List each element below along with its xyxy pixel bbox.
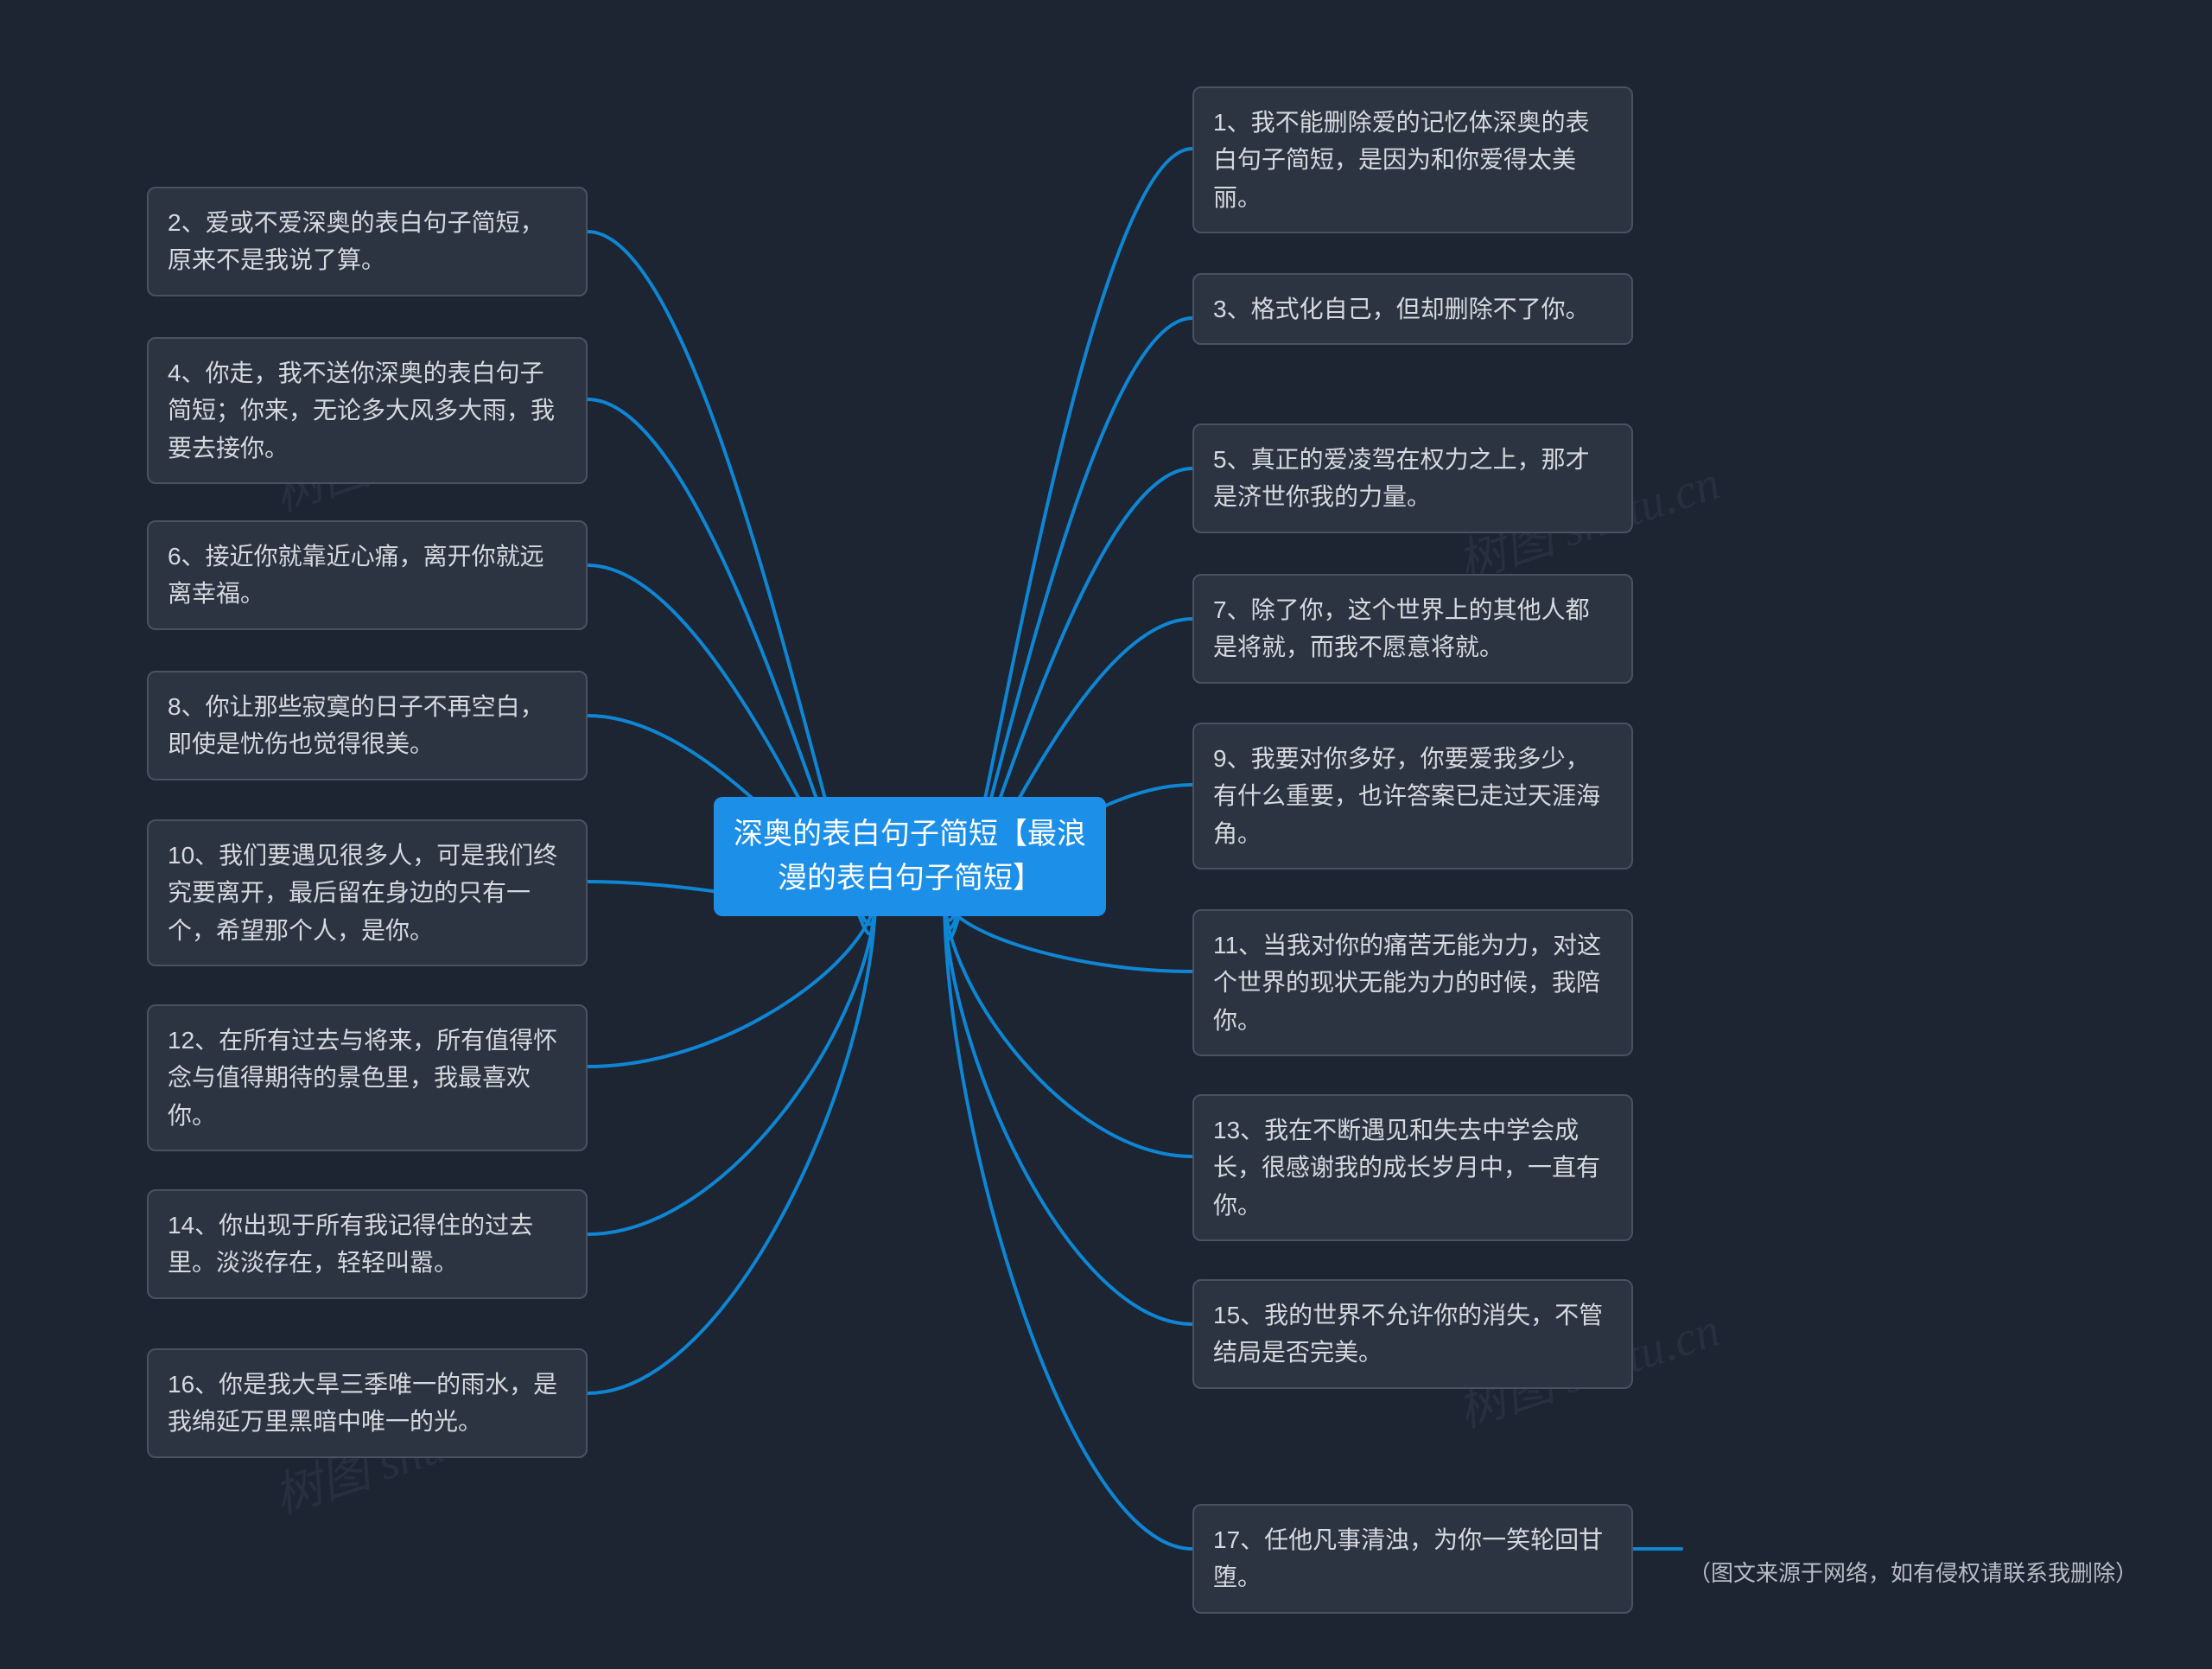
child-node-text: 17、任他凡事清浊，为你一笑轮回甘堕。 [1213,1526,1603,1590]
child-node-n2[interactable]: 2、爱或不爱深奥的表白句子简短，原来不是我说了算。 [147,187,588,296]
child-node-text: 10、我们要遇见很多人，可是我们终究要离开，最后留在身边的只有一个，希望那个人，… [168,842,557,944]
child-node-text: 15、我的世界不允许你的消失，不管结局是否完美。 [1213,1302,1603,1366]
child-node-n14[interactable]: 14、你出现于所有我记得住的过去里。淡淡存在，轻轻叫嚣。 [147,1189,588,1299]
child-node-n16[interactable]: 16、你是我大旱三季唯一的雨水，是我绵延万里黑暗中唯一的光。 [147,1348,588,1458]
child-node-text: 9、我要对你多好，你要爱我多少，有什么重要，也许答案已走过天涯海角。 [1213,745,1600,847]
child-node-text: 3、格式化自己，但却删除不了你。 [1213,296,1590,322]
child-node-n7[interactable]: 7、除了你，这个世界上的其他人都是将就，而我不愿意将就。 [1192,574,1633,684]
child-node-text: 12、在所有过去与将来，所有值得怀念与值得期待的景色里，我最喜欢你。 [168,1027,557,1129]
child-node-n13[interactable]: 13、我在不断遇见和失去中学会成长，很感谢我的成长岁月中，一直有你。 [1192,1094,1633,1241]
child-node-text: 7、除了你，这个世界上的其他人都是将就，而我不愿意将就。 [1213,596,1590,660]
child-node-n3[interactable]: 3、格式化自己，但却删除不了你。 [1192,273,1633,345]
child-node-n17[interactable]: 17、任他凡事清浊，为你一笑轮回甘堕。 [1192,1504,1633,1614]
child-node-text: 16、你是我大旱三季唯一的雨水，是我绵延万里黑暗中唯一的光。 [168,1371,557,1435]
child-node-n1[interactable]: 1、我不能删除爱的记忆体深奥的表白句子简短，是因为和你爱得太美丽。 [1192,86,1633,233]
child-node-n12[interactable]: 12、在所有过去与将来，所有值得怀念与值得期待的景色里，我最喜欢你。 [147,1004,588,1151]
child-node-n15[interactable]: 15、我的世界不允许你的消失，不管结局是否完美。 [1192,1279,1633,1389]
child-node-n5[interactable]: 5、真正的爱凌驾在权力之上，那才是济世你我的力量。 [1192,424,1633,533]
child-node-text: 2、爱或不爱深奥的表白句子简短，原来不是我说了算。 [168,209,544,273]
center-node[interactable]: 深奥的表白句子简短【最浪漫的表白句子简短】 [714,797,1106,916]
child-node-text: 13、我在不断遇见和失去中学会成长，很感谢我的成长岁月中，一直有你。 [1213,1117,1600,1219]
child-node-n4[interactable]: 4、你走，我不送你深奥的表白句子简短；你来，无论多大风多大雨，我要去接你。 [147,337,588,484]
child-node-n8[interactable]: 8、你让那些寂寞的日子不再空白，即使是忧伤也觉得很美。 [147,671,588,780]
leaf-attribution: （图文来源于网络，如有侵权请联系我删除） [1685,1549,2141,1597]
mindmap-canvas: 树图 shutu.cn树图 shutu.cn树图 shutu.cn树图 shut… [0,0,2212,1669]
child-node-text: 8、你让那些寂寞的日子不再空白，即使是忧伤也觉得很美。 [168,693,544,757]
child-node-text: 5、真正的爱凌驾在权力之上，那才是济世你我的力量。 [1213,446,1590,510]
child-node-n9[interactable]: 9、我要对你多好，你要爱我多少，有什么重要，也许答案已走过天涯海角。 [1192,723,1633,870]
child-node-text: 4、你走，我不送你深奥的表白句子简短；你来，无论多大风多大雨，我要去接你。 [168,360,555,462]
child-node-n11[interactable]: 11、当我对你的痛苦无能为力，对这个世界的现状无能为力的时候，我陪你。 [1192,909,1633,1056]
child-node-n10[interactable]: 10、我们要遇见很多人，可是我们终究要离开，最后留在身边的只有一个，希望那个人，… [147,819,588,966]
child-node-text: 6、接近你就靠近心痛，离开你就远离幸福。 [168,543,544,607]
child-node-text: 14、你出现于所有我记得住的过去里。淡淡存在，轻轻叫嚣。 [168,1212,533,1276]
child-node-text: 1、我不能删除爱的记忆体深奥的表白句子简短，是因为和你爱得太美丽。 [1213,109,1590,211]
child-node-n6[interactable]: 6、接近你就靠近心痛，离开你就远离幸福。 [147,520,588,630]
child-node-text: 11、当我对你的痛苦无能为力，对这个世界的现状无能为力的时候，我陪你。 [1213,932,1601,1034]
